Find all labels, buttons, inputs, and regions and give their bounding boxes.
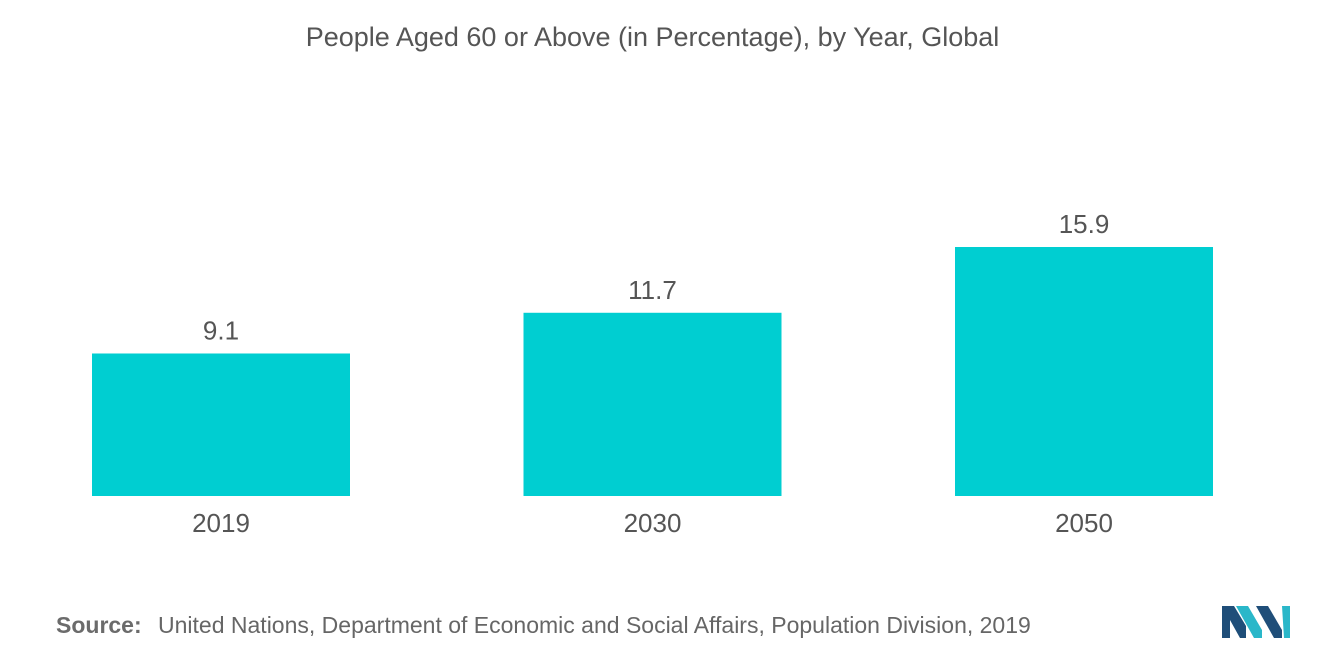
- data-label-2030: 11.7: [628, 275, 677, 305]
- chart-title: People Aged 60 or Above (in Percentage),…: [305, 22, 1000, 52]
- x-tick-label-2030: 2030: [624, 508, 682, 538]
- bar-2019: [92, 353, 350, 496]
- data-label-2050: 15.9: [1059, 209, 1110, 239]
- bar-2050: [955, 247, 1213, 496]
- bar-chart: 9.1 2019 11.7 2030 15.9 2050: [92, 209, 1213, 538]
- brand-logo-icon: [1222, 606, 1290, 638]
- x-tick-label-2050: 2050: [1055, 508, 1113, 538]
- bar-2030: [523, 312, 782, 496]
- x-tick-label-2019: 2019: [192, 508, 250, 538]
- source-note: Source: United Nations, Department of Ec…: [56, 612, 1031, 639]
- source-label: Source:: [56, 612, 142, 638]
- source-text: United Nations, Department of Economic a…: [158, 612, 1031, 638]
- data-label-2019: 9.1: [203, 315, 239, 345]
